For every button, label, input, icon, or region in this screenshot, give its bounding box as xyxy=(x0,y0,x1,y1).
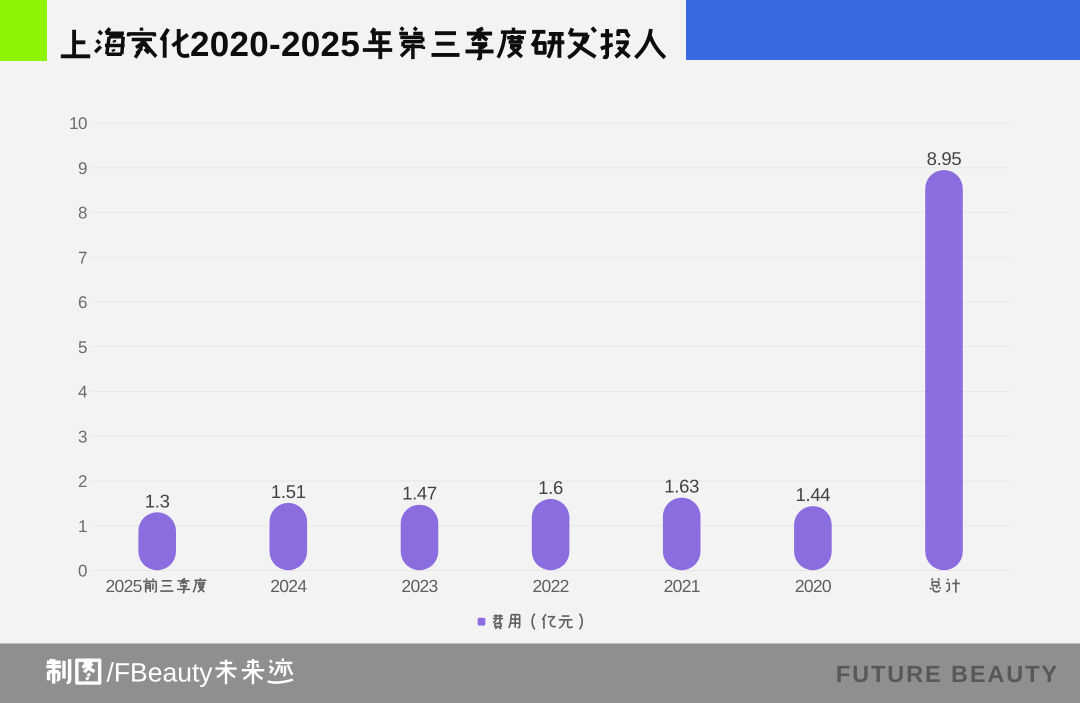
svg-text:1.6: 1.6 xyxy=(538,477,563,498)
svg-text:/FBeauty: /FBeauty xyxy=(107,658,214,688)
svg-text:9: 9 xyxy=(78,159,87,178)
svg-text:8: 8 xyxy=(78,204,87,223)
svg-text:2023: 2023 xyxy=(401,576,437,596)
svg-text:2020-2025: 2020-2025 xyxy=(190,25,360,64)
svg-text:1.3: 1.3 xyxy=(145,490,170,511)
svg-text:1.44: 1.44 xyxy=(795,484,830,505)
svg-text:3: 3 xyxy=(78,427,87,446)
svg-text:2025: 2025 xyxy=(106,576,142,596)
svg-text:6: 6 xyxy=(78,293,87,312)
svg-text:1.47: 1.47 xyxy=(402,483,437,504)
svg-text:8.95: 8.95 xyxy=(927,148,962,169)
svg-text:10: 10 xyxy=(69,114,87,133)
svg-text:2022: 2022 xyxy=(533,576,569,596)
svg-text:0: 0 xyxy=(78,562,87,581)
svg-text:2024: 2024 xyxy=(270,576,307,596)
svg-text:1.51: 1.51 xyxy=(271,481,306,502)
svg-text:1.63: 1.63 xyxy=(664,476,699,497)
svg-text:1: 1 xyxy=(78,517,87,536)
svg-text:2020: 2020 xyxy=(795,576,832,596)
svg-text:2021: 2021 xyxy=(664,576,700,596)
svg-text:2: 2 xyxy=(78,472,87,491)
svg-text:FUTURE BEAUTY: FUTURE BEAUTY xyxy=(836,661,1059,687)
svg-text:5: 5 xyxy=(78,338,87,357)
svg-text:7: 7 xyxy=(78,248,87,267)
svg-text:4: 4 xyxy=(78,383,87,402)
